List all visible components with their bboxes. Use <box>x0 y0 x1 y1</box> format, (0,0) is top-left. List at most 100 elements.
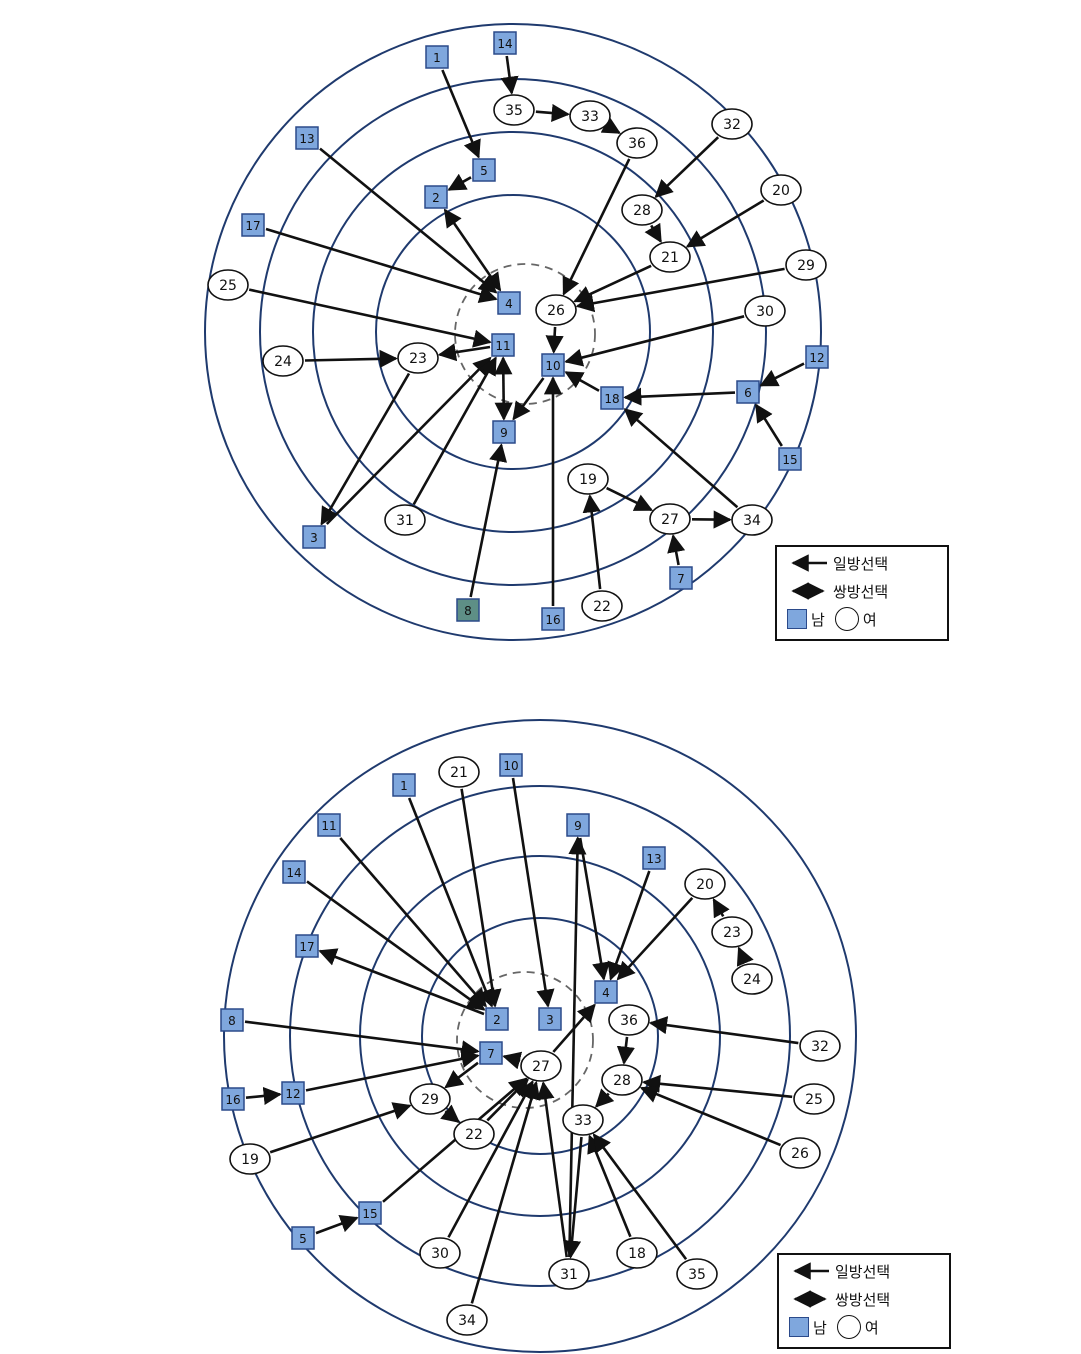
ring-1 <box>223 719 857 1353</box>
edge-25-to-28 <box>642 1074 793 1099</box>
edge-19-to-27 <box>606 486 654 512</box>
edge-14-to-2 <box>306 880 486 1011</box>
node-31: 31 <box>384 504 426 536</box>
edge-15-to-6 <box>755 403 783 447</box>
edge-20-to-21 <box>685 199 765 248</box>
node-label: 15 <box>362 1207 377 1221</box>
female-node-circle <box>621 194 663 226</box>
female-node-circle <box>731 504 773 536</box>
node-label: 7 <box>487 1047 495 1061</box>
node-30: 30 <box>419 1237 461 1269</box>
female-node-circle <box>760 174 802 206</box>
node-label: 28 <box>613 1073 631 1089</box>
edge-26-to-10 <box>545 326 564 354</box>
node-label: 10 <box>545 359 560 373</box>
male-node-square <box>241 213 265 237</box>
female-node-circle <box>562 1104 604 1136</box>
two-way-arrow-icon <box>793 1290 827 1308</box>
edge-7-to-27 <box>667 534 686 566</box>
ring-4 <box>375 194 651 470</box>
edge-2-to-17 <box>318 948 485 1016</box>
legend-top: 일방선택 쌍방선택 남 여 <box>775 545 949 641</box>
node-label: 2 <box>493 1013 501 1027</box>
node-9: 9 <box>492 420 516 444</box>
male-node-square <box>456 598 480 622</box>
node-label: 11 <box>321 819 336 833</box>
node-label: 19 <box>241 1152 259 1168</box>
node-label: 21 <box>450 765 468 781</box>
node-21: 21 <box>438 756 480 788</box>
edge-31-to-27 <box>536 1081 569 1258</box>
male-node-square <box>499 753 523 777</box>
node-label: 20 <box>696 877 714 893</box>
node-8: 8 <box>220 1008 244 1032</box>
node-label: 8 <box>464 604 472 618</box>
node-label: 36 <box>620 1013 638 1029</box>
node-29: 29 <box>785 249 827 281</box>
node-label: 13 <box>646 852 661 866</box>
edge-26-to-28 <box>639 1085 782 1147</box>
edge-9-to-4 <box>578 837 611 981</box>
edge-1-to-2 <box>407 797 495 1008</box>
ring-2 <box>289 785 791 1287</box>
node-label: 4 <box>505 297 513 311</box>
male-node-square <box>497 291 521 315</box>
ring-1 <box>204 23 822 641</box>
ring-4 <box>421 917 659 1155</box>
node-22: 22 <box>453 1118 495 1150</box>
legend-row-two-way: 쌍방선택 <box>789 1287 890 1311</box>
node-label: 13 <box>299 132 314 146</box>
node-label: 1 <box>400 779 408 793</box>
edge-13-to-4 <box>607 870 651 981</box>
node-33: 33 <box>562 1104 604 1136</box>
female-node-circle <box>711 916 753 948</box>
node-16: 16 <box>541 607 565 631</box>
edge-11-to-9 <box>494 356 513 421</box>
node-5: 5 <box>291 1226 315 1250</box>
edge-35-to-33 <box>592 1133 688 1261</box>
legend-row-gender: 남 여 <box>789 1315 879 1339</box>
node-label: 6 <box>744 386 752 400</box>
node-26: 26 <box>535 294 577 326</box>
node-label: 9 <box>574 819 582 833</box>
node-32: 32 <box>799 1030 841 1062</box>
male-node-square <box>736 380 760 404</box>
node-label: 36 <box>628 136 646 152</box>
edge-18-to-10 <box>564 371 600 392</box>
female-node-circle <box>520 1050 562 1082</box>
node-label: 35 <box>505 103 523 119</box>
legend-female-label: 여 <box>862 610 877 629</box>
node-4: 4 <box>594 980 618 1004</box>
female-node-circle <box>207 269 249 301</box>
female-node-circle <box>779 1137 821 1169</box>
center-dashed-ring <box>456 971 594 1109</box>
edge-24-to-23 <box>304 349 398 368</box>
node-35: 35 <box>676 1258 718 1290</box>
legend-row-gender: 남 여 <box>787 607 877 631</box>
male-node-square <box>805 345 829 369</box>
node-label: 30 <box>431 1246 449 1262</box>
node-label: 21 <box>661 250 679 266</box>
edge-1-to-5 <box>441 69 481 159</box>
male-node-square <box>600 386 624 410</box>
edge-30-to-27 <box>447 1080 534 1238</box>
node-23: 23 <box>397 342 439 374</box>
node-label: 32 <box>723 117 741 133</box>
edge-33-to-31 <box>562 1136 583 1259</box>
female-node-circle <box>793 1083 835 1115</box>
ring-3 <box>312 131 714 533</box>
node-label: 15 <box>782 453 797 467</box>
node-34: 34 <box>731 504 773 536</box>
node-21: 21 <box>649 241 691 273</box>
female-node-circle <box>493 94 535 126</box>
center-dashed-ring <box>454 263 596 405</box>
ring-3 <box>359 855 721 1217</box>
female-circle-icon <box>834 607 859 631</box>
edge-18-to-33 <box>587 1134 632 1238</box>
node-10: 10 <box>541 353 565 377</box>
male-node-square <box>642 846 666 870</box>
node-label: 16 <box>545 613 560 627</box>
edge-30-to-10 <box>564 315 745 367</box>
